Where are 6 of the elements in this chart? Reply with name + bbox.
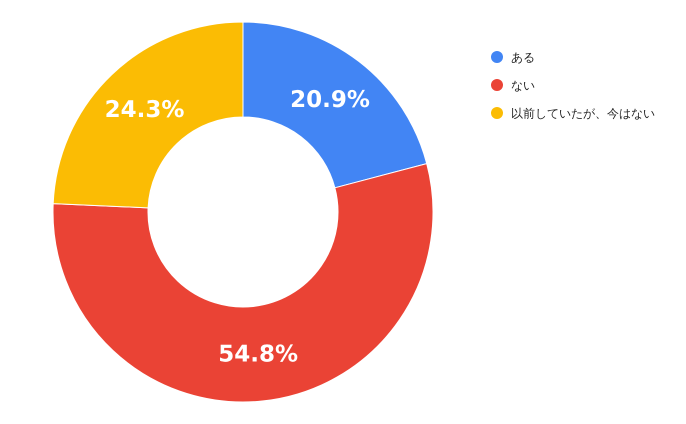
legend-label: 以前していたが、今はない — [511, 106, 655, 120]
data-label: 20.9% — [290, 87, 370, 114]
data-label: 54.8% — [218, 342, 298, 368]
legend-label: ない — [511, 78, 535, 92]
data-label: 24.3% — [104, 97, 184, 124]
legend-label: ある — [511, 50, 535, 64]
